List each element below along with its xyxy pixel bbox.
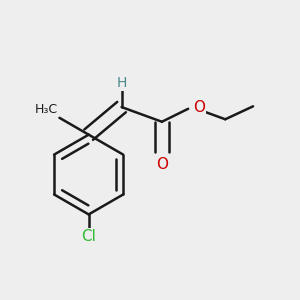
Text: O: O (193, 100, 205, 115)
Text: H₃C: H₃C (35, 103, 58, 116)
Text: Cl: Cl (81, 229, 96, 244)
Text: O: O (156, 157, 168, 172)
Text: H: H (116, 76, 127, 89)
